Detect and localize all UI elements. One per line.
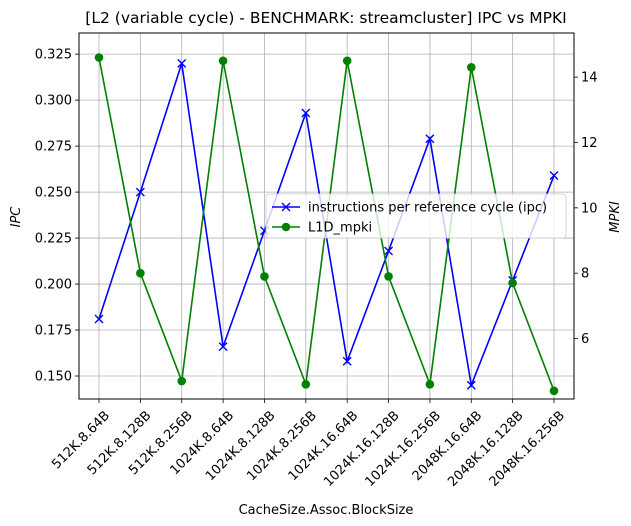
legend-label: L1D_mpki: [308, 221, 372, 236]
data-point: [177, 376, 187, 386]
y-tick-label-left: 0.275: [35, 140, 72, 155]
y-tick-label-left: 0.300: [35, 94, 72, 109]
y-tick-label-right: 10: [581, 201, 598, 216]
data-point: [301, 108, 311, 118]
legend-marker: [281, 222, 291, 232]
data-point: [218, 342, 228, 352]
x-marker-stroke: [135, 187, 145, 197]
legend-entry: L1D_mpki: [272, 221, 372, 236]
data-point: [549, 386, 559, 396]
x-marker-stroke: [466, 380, 476, 390]
x-marker-stroke: [425, 134, 435, 144]
y-tick-label-left: 0.150: [35, 370, 72, 385]
legend-marker: [281, 202, 291, 212]
data-point: [466, 380, 476, 390]
data-point: [425, 134, 435, 144]
data-point: [466, 63, 476, 72]
legend-entry: instructions per reference cycle (ipc): [272, 201, 547, 216]
legend-label: instructions per reference cycle (ipc): [308, 201, 547, 216]
y-axis-label-right: MPKI: [608, 201, 623, 233]
data-point: [301, 379, 311, 389]
data-point: [260, 272, 269, 281]
y-tick-label-right: 14: [581, 71, 598, 86]
y-axis-label-left: IPC: [9, 206, 24, 228]
plot-frame: [78, 32, 575, 400]
y-tick-label-left: 0.175: [35, 324, 72, 339]
data-point: [218, 56, 228, 66]
data-point: [425, 379, 435, 389]
legend: instructions per reference cycle (ipc) L1…: [265, 193, 567, 239]
x-axis-label: CacheSize.Assoc.BlockSize: [239, 503, 414, 518]
y-tick-label-right: 6: [581, 332, 589, 347]
data-point: [384, 272, 393, 281]
x-marker-stroke: [301, 108, 311, 118]
x-marker-stroke: [281, 202, 291, 212]
chart-title: [L2 (variable cycle) - BENCHMARK: stream…: [85, 9, 566, 27]
y-tick-label-left: 0.250: [35, 186, 72, 201]
x-marker-stroke: [549, 171, 559, 181]
x-marker-stroke: [218, 342, 228, 352]
y-tick-label-left: 0.325: [35, 48, 72, 63]
y-tick-label-right: 12: [581, 136, 598, 151]
data-point: [342, 56, 352, 66]
x-marker-stroke: [384, 246, 394, 256]
data-point: [136, 268, 145, 278]
data-point: [94, 314, 104, 324]
data-point: [508, 278, 517, 288]
data-point: [384, 246, 394, 256]
data-point: [135, 187, 145, 197]
y-tick-label-left: 0.200: [35, 278, 72, 293]
data-point: [94, 53, 104, 62]
y-tick-label-right: 8: [581, 267, 589, 282]
data-point: [177, 58, 187, 68]
legend-box: [265, 193, 567, 239]
x-marker-stroke: [342, 356, 352, 366]
data-point: [549, 171, 559, 181]
data-point: [342, 356, 352, 366]
x-marker-stroke: [94, 314, 104, 324]
y-tick-label-left: 0.225: [35, 232, 72, 247]
x-marker-stroke: [177, 58, 187, 68]
